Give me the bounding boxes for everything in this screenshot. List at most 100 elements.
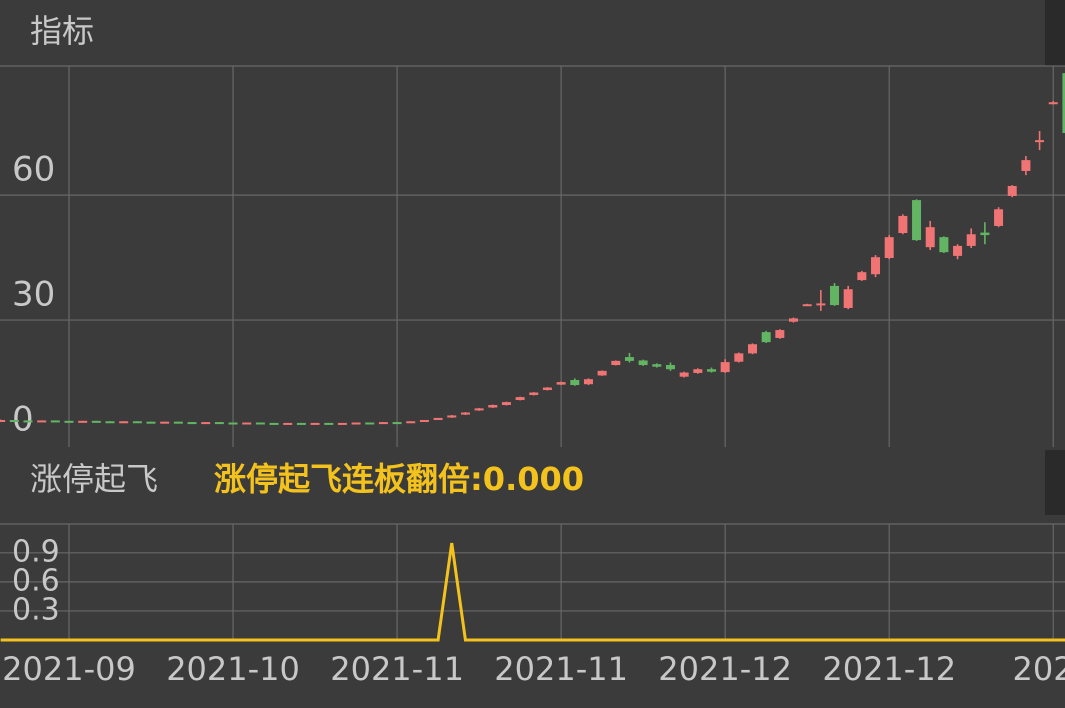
candle-body xyxy=(652,364,662,367)
candle-body xyxy=(0,420,6,423)
candle-body xyxy=(324,422,334,425)
x-tick-label: 2021-11 xyxy=(330,650,464,688)
x-tick-label: 2022 xyxy=(1013,650,1065,688)
candle-body xyxy=(474,408,484,411)
candle-body xyxy=(789,318,799,322)
legend-entry: 涨停起飞连板翻倍:0.000 xyxy=(214,460,584,498)
x-tick-label: 2021-10 xyxy=(166,650,300,688)
candle-body xyxy=(488,405,498,408)
y-tick-label: 30 xyxy=(12,275,55,315)
candle-body xyxy=(939,237,949,253)
y-tick-label: 0.9 xyxy=(12,534,60,569)
candle-body xyxy=(775,330,785,338)
candle-body xyxy=(925,227,935,248)
candle-body xyxy=(1062,73,1065,134)
candle-body xyxy=(378,422,388,425)
candle-body xyxy=(37,420,47,423)
candle-body xyxy=(365,422,375,425)
candle-body xyxy=(23,420,33,423)
candle-body xyxy=(706,369,716,372)
x-tick-label: 2021-12 xyxy=(822,650,956,688)
candle-body xyxy=(830,285,840,306)
candle-body xyxy=(994,209,1004,226)
y-tick-label: 0.6 xyxy=(12,563,60,598)
candle-body xyxy=(898,215,908,234)
candle-body xyxy=(638,360,648,366)
candle-body xyxy=(337,422,347,425)
candle-body xyxy=(624,357,634,361)
candle-body xyxy=(269,422,279,425)
candle-body xyxy=(734,353,744,362)
candle-body xyxy=(351,422,361,425)
panel-title: 涨停起飞 xyxy=(30,460,158,498)
candle-body xyxy=(597,370,607,376)
candle-body xyxy=(201,422,211,425)
x-tick-label: 2021-11 xyxy=(494,650,628,688)
x-tick-label: 2021-12 xyxy=(658,650,792,688)
candle-body xyxy=(392,422,402,425)
candle-body xyxy=(802,304,812,307)
candle-body xyxy=(228,422,238,425)
x-tick-label: 2021-09 xyxy=(2,650,136,688)
candle-body xyxy=(980,232,990,236)
candle-body xyxy=(1007,185,1017,196)
candle-body xyxy=(433,417,443,421)
candle-body xyxy=(953,245,963,256)
candle-body xyxy=(542,387,552,391)
candle-body xyxy=(132,421,142,424)
candle-body xyxy=(78,420,88,423)
candle-body xyxy=(1035,140,1045,143)
candle-body xyxy=(1048,102,1058,105)
candle-body xyxy=(283,422,293,425)
candle-body xyxy=(966,234,976,246)
candle-body xyxy=(105,421,115,424)
candle-body xyxy=(515,397,525,401)
candle-body xyxy=(9,420,19,423)
panel-handle xyxy=(1045,0,1065,66)
y-tick-label: 0.3 xyxy=(12,592,60,627)
candle-body xyxy=(501,402,511,406)
candle-body xyxy=(310,422,320,425)
candle-body xyxy=(160,421,170,424)
candle-body xyxy=(406,421,416,424)
candle-body xyxy=(748,344,757,354)
candle-body xyxy=(583,379,593,385)
candle-body xyxy=(447,415,457,418)
candle-body xyxy=(255,422,265,425)
candle-body xyxy=(64,420,74,423)
series-line xyxy=(0,542,1065,642)
candle-body xyxy=(214,422,224,425)
panel-title: 指标 xyxy=(30,12,94,50)
candle-body xyxy=(556,382,566,385)
candle-body xyxy=(173,421,183,424)
candle-body xyxy=(529,392,539,396)
candle-body xyxy=(611,360,621,366)
candle-body xyxy=(91,420,101,423)
candle-body xyxy=(720,362,730,373)
candle-body xyxy=(884,237,894,258)
candle-body xyxy=(1021,160,1031,171)
candle-body xyxy=(693,369,703,373)
candle-body xyxy=(761,332,771,343)
y-tick-label: 60 xyxy=(12,150,55,190)
candle-body xyxy=(50,420,60,423)
candle-body xyxy=(665,365,675,370)
panel-handle xyxy=(1045,450,1065,515)
candle-body xyxy=(242,422,252,425)
candle-body xyxy=(912,200,922,241)
candle-body xyxy=(871,257,881,275)
candle-body xyxy=(570,380,580,386)
candle-body xyxy=(419,420,429,423)
y-tick-label: 0 xyxy=(12,400,34,440)
candle-body xyxy=(857,272,867,281)
candle-body xyxy=(187,422,197,425)
candle-body xyxy=(119,421,129,424)
candle-body xyxy=(460,412,470,415)
candle-body xyxy=(679,372,689,377)
candle-body xyxy=(843,289,853,308)
candle-body xyxy=(816,303,826,306)
candle-body xyxy=(296,422,306,425)
candle-body xyxy=(146,421,156,424)
